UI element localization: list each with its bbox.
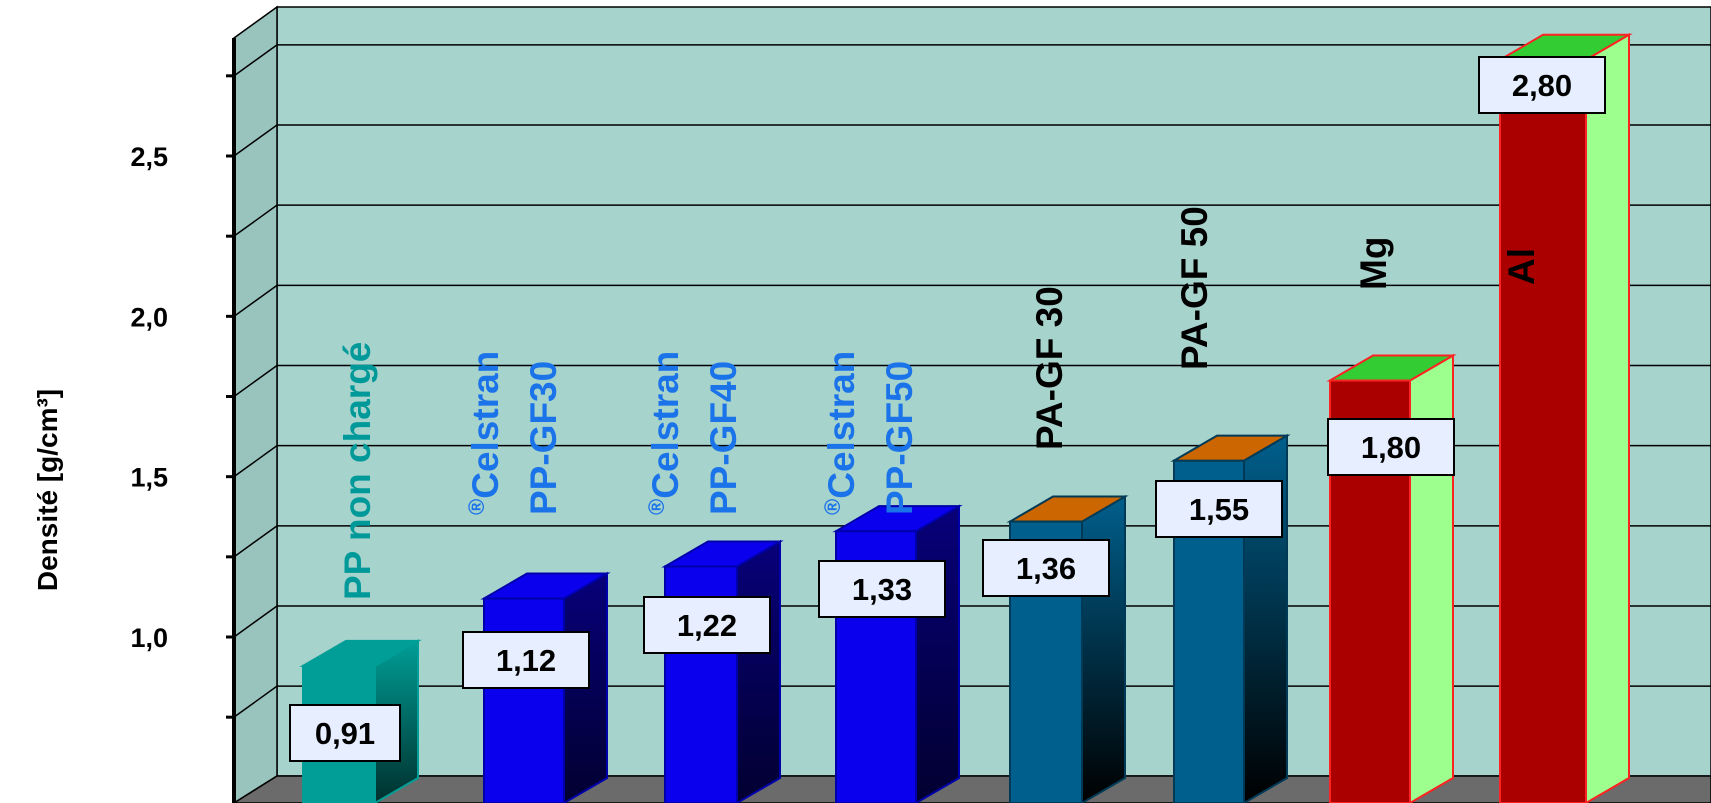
registered-mark: ® (464, 499, 489, 515)
bar (1499, 58, 1587, 803)
value-label-box (818, 560, 946, 618)
category-label: Mg (1353, 237, 1394, 290)
value-label-box (982, 539, 1110, 597)
value-label-box (643, 596, 771, 654)
bar-group: 1,55 PA-GF 50 (1155, 206, 1291, 803)
category-label: PP non chargé (337, 342, 378, 600)
bar-group: 1,22 ®Celstran PP-GF40 (643, 351, 784, 803)
floor (232, 775, 1711, 803)
chart-frame (232, 5, 1711, 803)
gridline-wall (233, 284, 278, 317)
value-label: 1,36 (1016, 551, 1076, 586)
bar-top (1326, 354, 1457, 382)
y-tick-label: 1,0 (130, 623, 168, 653)
y-axis-label: Densité [g/cm³] (32, 389, 63, 591)
y-tick-label: 2,0 (130, 302, 168, 332)
gridline-wall (233, 204, 278, 237)
bar-side (736, 539, 781, 803)
category-label: PP-GF30 (523, 361, 564, 515)
gridline-wall (233, 525, 278, 558)
category-label: ®Celstran (644, 351, 686, 515)
category-label-text: Celstran (465, 351, 506, 499)
gridline-wall (233, 124, 278, 157)
category-label-text: Celstran (821, 351, 862, 499)
bar-top (299, 639, 422, 667)
value-label: 1,55 (1189, 492, 1249, 527)
category-label: PA-GF 30 (1029, 286, 1070, 450)
value-label: 2,80 (1512, 68, 1572, 103)
bar-top (480, 572, 611, 600)
category-label: PA-GF 50 (1174, 206, 1215, 370)
bar-group: 0,91 PP non chargé (289, 342, 422, 803)
category-label: ®Celstran (464, 351, 506, 515)
gridline-wall (233, 685, 278, 718)
gridline-wall (233, 44, 278, 77)
gridline-wall (233, 605, 278, 638)
value-label: 1,80 (1361, 430, 1421, 465)
category-label: Al (1501, 248, 1542, 285)
bar (483, 597, 565, 803)
bar-top (661, 540, 784, 568)
gridline-wall (233, 364, 278, 398)
registered-mark: ® (820, 499, 845, 515)
bar-side (915, 504, 960, 803)
bar-group: 1,36 PA-GF 30 (982, 286, 1129, 803)
value-label: 0,91 (315, 716, 375, 751)
bar-top (1006, 495, 1129, 523)
bar-top (1170, 434, 1291, 462)
category-label-text: Celstran (645, 351, 686, 499)
value-label: 1,22 (677, 608, 737, 643)
bar-group: 1,80 Mg (1326, 237, 1457, 803)
category-label: ®Celstran (820, 351, 862, 515)
value-label: 1,12 (496, 643, 556, 678)
value-label-box (1478, 56, 1606, 114)
left-wall (233, 5, 278, 803)
bar-group: 2,80 Al (1478, 33, 1633, 803)
category-label: PP-GF50 (879, 361, 920, 515)
bar-group: 1,12 ®Celstran PP-GF30 (462, 351, 611, 803)
value-label-box (289, 704, 401, 762)
value-label: 1,33 (852, 572, 912, 607)
bar-side (1585, 33, 1630, 803)
value-label-box (462, 631, 590, 689)
bar-top (832, 505, 963, 533)
y-axis: 1,0 1,5 2,0 2,5 (130, 38, 236, 803)
gridline-wall (233, 445, 278, 478)
registered-mark: ® (644, 499, 669, 515)
y-tick-label: 2,5 (130, 142, 168, 172)
value-label-box (1155, 480, 1283, 538)
category-label: PP-GF40 (703, 361, 744, 515)
bar-group: 1,33 ®Celstran PP-GF50 (818, 351, 963, 803)
y-tick-label: 1,5 (130, 463, 168, 493)
value-label-box (1327, 418, 1455, 476)
